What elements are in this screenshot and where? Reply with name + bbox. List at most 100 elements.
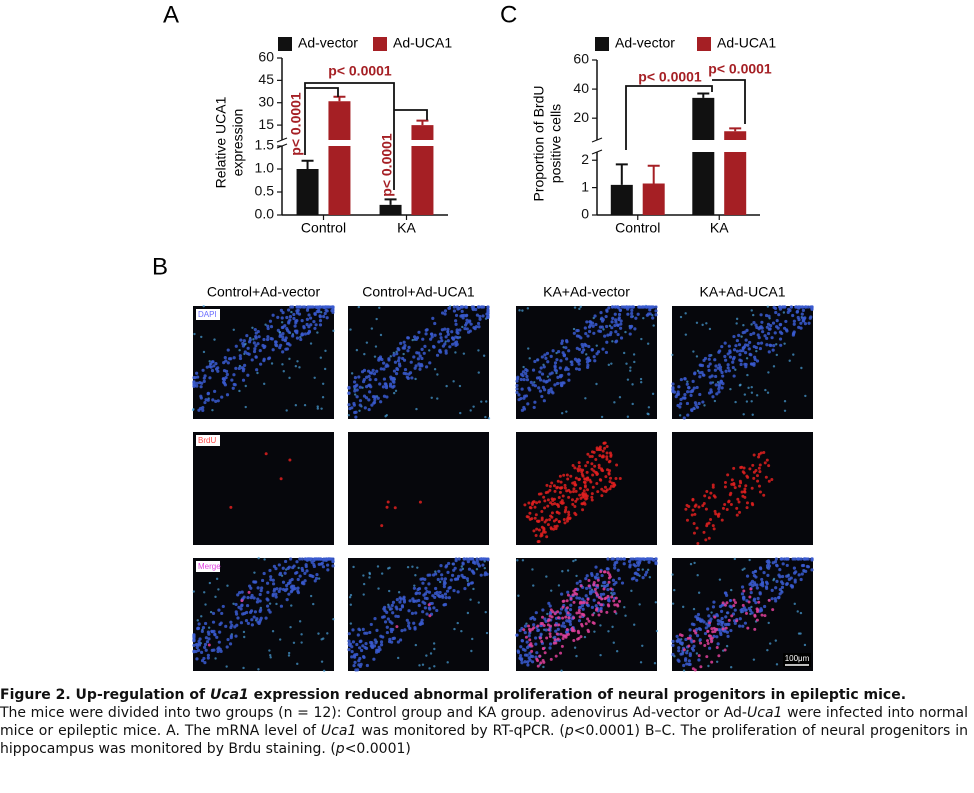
cell-dot <box>224 624 228 628</box>
cell-dot <box>246 621 251 626</box>
cell-dot <box>744 608 748 612</box>
cell-dot <box>655 629 659 633</box>
cell-dot <box>542 624 546 627</box>
cell-dot <box>744 611 748 615</box>
cell-dot <box>582 348 586 352</box>
cell-dot <box>478 314 482 319</box>
cell-dot <box>539 632 543 636</box>
cell-dot <box>264 616 268 620</box>
cell-dot <box>738 479 742 483</box>
cell-dot <box>274 592 278 596</box>
cell-dot <box>711 483 715 487</box>
cell-dot <box>454 340 459 344</box>
cell-dot <box>312 320 316 324</box>
cell-dot <box>527 386 531 390</box>
cell-dot <box>612 599 616 603</box>
cell-dot <box>630 308 634 312</box>
cell-dot <box>684 312 687 315</box>
cell-dot <box>602 570 606 574</box>
cell-dot <box>715 635 719 639</box>
cell-dot <box>561 605 565 609</box>
cell-dot <box>290 310 293 314</box>
cell-dot <box>546 523 550 527</box>
cell-dot <box>206 656 210 660</box>
cell-dot <box>246 595 250 600</box>
cell-dot <box>702 373 706 377</box>
cell-dot <box>319 356 323 359</box>
cell-dot <box>765 325 769 329</box>
cell-dot <box>322 558 326 562</box>
cell-dot <box>309 323 313 327</box>
cell-dot <box>226 361 230 365</box>
cell-dot <box>763 334 767 338</box>
cell-dot <box>243 350 247 354</box>
cell-dot <box>347 385 351 390</box>
cell-dot <box>193 375 197 380</box>
cell-dot <box>695 627 699 631</box>
cell-dot <box>443 342 447 346</box>
cell-dot <box>617 312 622 317</box>
cell-dot <box>725 601 729 605</box>
cell-dot <box>315 572 319 577</box>
cell-dot <box>810 305 814 309</box>
cell-dot <box>779 557 783 561</box>
cell-dot <box>590 492 594 496</box>
cell-dot <box>252 596 256 600</box>
cell-dot <box>692 522 696 526</box>
cell-dot <box>595 344 598 347</box>
cell-dot <box>745 501 749 505</box>
cell-dot <box>608 480 612 484</box>
cell-dot <box>326 632 329 635</box>
cell-dot <box>572 600 576 604</box>
cell-dot <box>462 557 466 561</box>
cell-dot <box>584 497 588 501</box>
cell-dot <box>413 584 416 587</box>
cell-dot <box>432 606 436 610</box>
cell-dot <box>413 335 417 339</box>
cell-dot <box>239 338 243 342</box>
cell-dot <box>549 501 553 505</box>
cell-dot <box>590 498 594 502</box>
cell-dot <box>268 649 271 652</box>
cell-dot <box>750 385 753 389</box>
cell-dot <box>202 304 205 308</box>
cell-dot <box>423 606 427 610</box>
cell-dot <box>485 631 489 635</box>
cell-dot <box>557 623 561 627</box>
cell-dot <box>718 381 722 385</box>
cell-dot <box>355 388 359 392</box>
cell-dot <box>487 417 491 420</box>
cell-dot <box>748 340 752 345</box>
cell-dot <box>633 360 636 364</box>
cell-dot <box>546 360 550 364</box>
cell-dot <box>604 350 609 355</box>
cell-dot <box>553 623 557 627</box>
cell-dot <box>713 615 717 619</box>
cell-dot <box>547 628 551 632</box>
channel-label: BrdU <box>198 436 216 445</box>
cell-dot <box>728 493 732 497</box>
cell-dot <box>600 415 604 419</box>
cell-dot <box>714 383 718 387</box>
cell-dot <box>697 626 702 631</box>
cell-dot <box>424 332 428 336</box>
cell-dot <box>436 577 440 582</box>
cell-dot <box>292 316 296 321</box>
cell-dot <box>693 372 697 376</box>
cell-dot <box>699 619 703 623</box>
cell-dot <box>435 353 440 357</box>
cell-dot <box>250 358 254 362</box>
cell-dot <box>303 403 307 407</box>
cell-dot <box>397 356 401 360</box>
cell-dot <box>772 578 775 582</box>
cell-dot <box>418 622 422 626</box>
cell-dot <box>565 619 569 623</box>
cell-dot <box>599 592 603 597</box>
cell-dot <box>629 325 633 329</box>
cell-dot <box>385 630 389 635</box>
cell-dot <box>296 360 299 363</box>
cell-dot <box>590 462 594 466</box>
cell-dot <box>685 503 689 507</box>
cell-dot <box>566 590 570 594</box>
